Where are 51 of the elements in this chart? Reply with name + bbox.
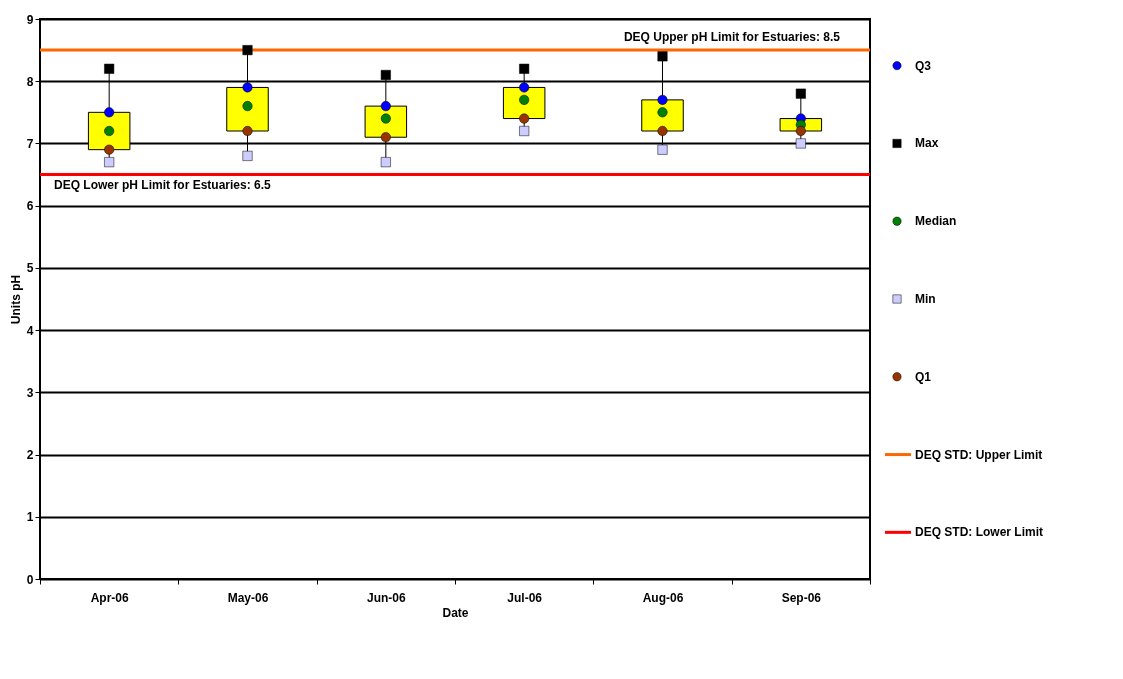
y-tick-label: 3 bbox=[26, 385, 34, 400]
legend-label: DEQ STD: Upper Limit bbox=[915, 447, 1043, 462]
point bbox=[657, 51, 668, 62]
x-tick-label: Aug-06 bbox=[642, 590, 684, 605]
y-tick-label: 1 bbox=[26, 510, 34, 525]
legend-label: Q3 bbox=[915, 58, 932, 73]
y-tick-label: 6 bbox=[26, 199, 34, 214]
point bbox=[104, 144, 115, 155]
point bbox=[657, 144, 668, 155]
legend-label: Q1 bbox=[915, 369, 932, 384]
point bbox=[380, 70, 391, 80]
x-tick-label: May-06 bbox=[227, 590, 269, 605]
point bbox=[795, 126, 806, 136]
point bbox=[380, 157, 391, 168]
y-tick-label: 7 bbox=[26, 136, 34, 151]
annotation: DEQ Lower pH Limit for Estuaries: 6.5 bbox=[54, 177, 272, 192]
point bbox=[519, 126, 530, 136]
point bbox=[242, 82, 253, 93]
legend-label: DEQ STD: Lower Limit bbox=[915, 525, 1044, 540]
y-tick-label: 2 bbox=[26, 448, 34, 463]
point bbox=[519, 63, 530, 74]
point bbox=[104, 107, 115, 118]
y-tick-label: 9 bbox=[26, 12, 34, 27]
point bbox=[519, 113, 530, 124]
y-tick-label: 4 bbox=[26, 323, 34, 338]
point bbox=[242, 126, 253, 136]
point bbox=[104, 157, 115, 168]
annotation: DEQ Upper pH Limit for Estuaries: 8.5 bbox=[623, 30, 841, 45]
x-tick-label: Sep-06 bbox=[781, 590, 822, 605]
point bbox=[657, 94, 668, 105]
x-tick-label: Jun-06 bbox=[366, 590, 406, 605]
x-tick-label: Jul-06 bbox=[507, 590, 543, 605]
legend-label: Max bbox=[915, 136, 939, 151]
point bbox=[795, 138, 806, 149]
legend-label: Median bbox=[915, 214, 957, 229]
point bbox=[380, 101, 391, 112]
point bbox=[242, 101, 253, 112]
point bbox=[242, 45, 253, 56]
x-tick-label: Apr-06 bbox=[90, 590, 129, 605]
point bbox=[104, 63, 115, 74]
y-tick-label: 5 bbox=[26, 261, 34, 276]
point bbox=[242, 150, 253, 161]
legend-label: Min bbox=[915, 292, 936, 306]
point bbox=[657, 126, 668, 136]
x-axis-title: Date bbox=[442, 605, 469, 620]
point bbox=[795, 88, 806, 99]
y-tick-label: 8 bbox=[26, 74, 34, 89]
point bbox=[519, 82, 530, 93]
point bbox=[380, 132, 391, 143]
y-axis-title: Units pH bbox=[8, 274, 23, 325]
y-tick-label: 0 bbox=[26, 572, 34, 587]
